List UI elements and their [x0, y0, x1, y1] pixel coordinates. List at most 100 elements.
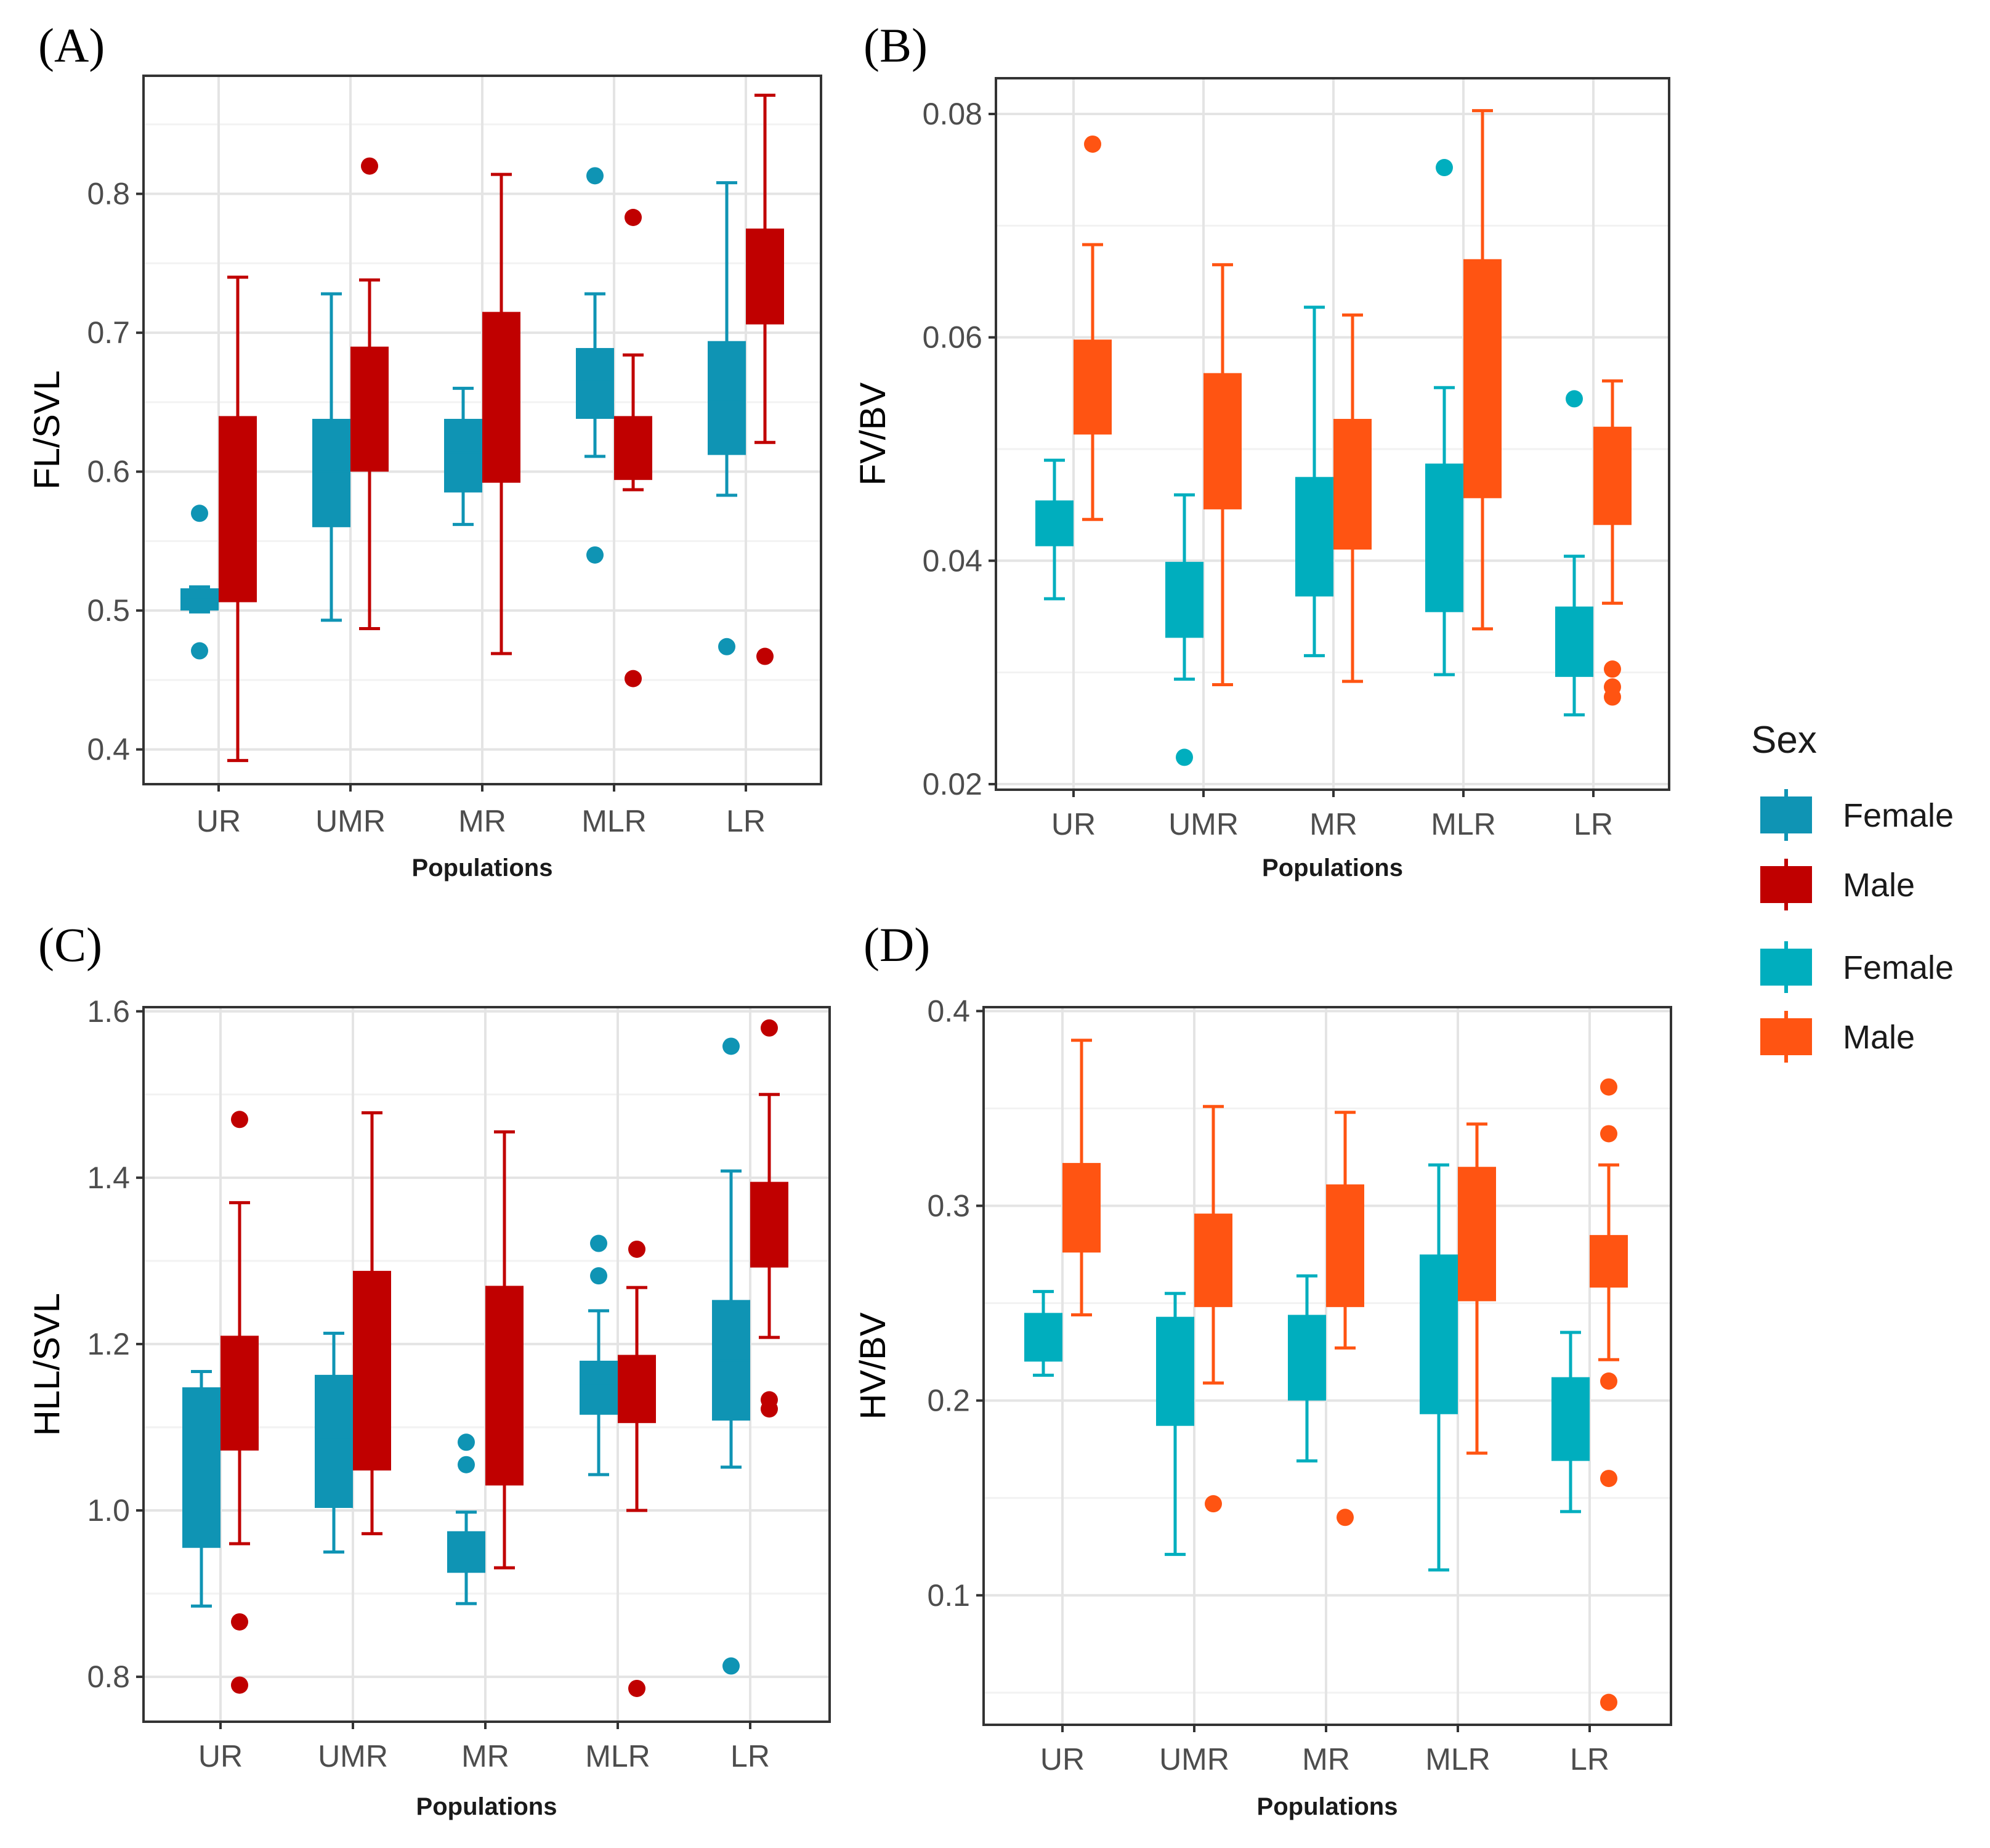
outlier-point [1566, 390, 1583, 408]
outlier-point [1436, 159, 1453, 177]
box-iqr [353, 1271, 391, 1471]
legend: Sex Female Male Female Male [1751, 719, 1954, 1063]
x-tick-label: UMR [1168, 807, 1239, 841]
box-iqr [1203, 373, 1242, 509]
legend-key-box [1760, 1018, 1812, 1055]
box-female-mlr [580, 1234, 618, 1477]
box-female-ur [1024, 1290, 1062, 1377]
x-tick-label: MLR [581, 804, 647, 838]
outlier-point [1600, 1372, 1617, 1390]
y-tick-label: 0.8 [87, 177, 130, 211]
box-iqr [708, 341, 746, 455]
x-tick-label: LR [1570, 1742, 1609, 1777]
box-iqr [1035, 500, 1074, 546]
box-male-ur [1062, 1039, 1101, 1317]
outlier-point [191, 642, 208, 660]
y-tick-label: 1.0 [87, 1493, 130, 1528]
outlier-point [625, 209, 642, 226]
legend-key-box [1760, 866, 1812, 903]
outlier-point [628, 1240, 645, 1258]
box-male-ur [1074, 135, 1112, 521]
x-tick-label: UMR [1159, 1742, 1229, 1777]
box-iqr [444, 418, 482, 493]
outlier-point [361, 157, 378, 175]
legend-label: Female [1843, 949, 1954, 986]
outlier-point [458, 1433, 475, 1451]
outlier-point [590, 1267, 607, 1285]
legend-entry-female: Female [1760, 789, 1954, 841]
box-male-lr [1590, 1078, 1628, 1711]
outlier-point [191, 505, 208, 522]
x-tick-label: UR [196, 804, 241, 838]
legend-entry-female: Female [1760, 941, 1954, 993]
outlier-point [718, 638, 735, 655]
box-female-lr [1555, 390, 1593, 717]
box-iqr [614, 416, 652, 480]
box-male-lr [746, 94, 784, 665]
outlier-point [1205, 1495, 1222, 1513]
box-iqr [315, 1374, 353, 1508]
box-female-mlr [1420, 1163, 1458, 1572]
outlier-point [231, 1676, 248, 1694]
panel-label: (A) [38, 18, 105, 72]
y-tick-label: 0.7 [87, 315, 130, 350]
x-tick-label: UR [1051, 807, 1096, 841]
y-tick-label: 0.4 [87, 732, 130, 767]
outlier-point [761, 1019, 778, 1037]
panel-border [142, 75, 822, 785]
box-iqr [1463, 259, 1502, 498]
legend-title: Sex [1751, 719, 1817, 761]
box-female-mr [444, 386, 482, 526]
x-tick-label: UR [198, 1739, 243, 1773]
x-axis-title: Populations [412, 854, 553, 881]
box-iqr [182, 1387, 220, 1548]
box-iqr [750, 1181, 788, 1268]
outlier-point [1084, 135, 1101, 153]
box-male-mlr [614, 209, 652, 687]
outlier-point [231, 1111, 248, 1129]
x-tick-label: MLR [585, 1739, 650, 1773]
panel-c: (C) 0.8 1.0 1.2 1.4 1.6 UR UMR MR MLR LR Population… [27, 918, 831, 1820]
box-female-mr [1295, 306, 1333, 657]
box-male-umr [350, 157, 389, 630]
legend-key-box [1760, 949, 1812, 986]
y-tick-label: 0.3 [927, 1188, 970, 1223]
box-male-mlr [1463, 109, 1502, 631]
y-tick-label: 0.5 [87, 593, 130, 628]
x-tick-label: UMR [315, 804, 386, 838]
y-tick-label: 0.8 [87, 1660, 130, 1694]
outlier-point [231, 1613, 248, 1631]
panel-border [995, 77, 1670, 791]
y-axis-title: HLL/SVL [27, 1293, 67, 1436]
panel-label: (C) [38, 918, 102, 971]
legend-label: Male [1843, 867, 1915, 904]
legend-entry-male: Male [1760, 1011, 1915, 1063]
y-tick-label: 1.2 [87, 1327, 130, 1361]
box-female-ur [1035, 458, 1074, 601]
panel-border [142, 1006, 831, 1723]
outlier-point [625, 670, 642, 687]
box-iqr [350, 346, 389, 472]
outlier-point [1604, 660, 1621, 678]
outlier-point [756, 647, 774, 665]
box-male-ur [220, 1111, 259, 1694]
box-female-umr [1156, 1292, 1194, 1556]
y-tick-label: 0.1 [927, 1578, 970, 1613]
outlier-point [590, 1234, 607, 1252]
legend-label: Male [1843, 1019, 1915, 1056]
outlier-point [761, 1400, 778, 1418]
legend-entry-male: Male [1760, 859, 1915, 910]
outlier-point [1600, 1470, 1617, 1488]
box-male-mr [1326, 1111, 1364, 1526]
box-female-mr [1288, 1274, 1326, 1463]
panel-d: (D) 0.1 0.2 0.3 0.4 UR UMR MR MLR LR Populations HV… [853, 918, 1672, 1820]
x-tick-label: LR [726, 804, 766, 838]
y-axis-title: HV/BV [853, 1312, 893, 1419]
box-male-mlr [1458, 1122, 1496, 1455]
x-axis-title: Populations [416, 1793, 557, 1820]
y-tick-label: 0.02 [923, 767, 982, 801]
outlier-point [1176, 748, 1193, 766]
box-male-mr [482, 172, 520, 655]
y-axis-title: FL/SVL [27, 370, 67, 489]
